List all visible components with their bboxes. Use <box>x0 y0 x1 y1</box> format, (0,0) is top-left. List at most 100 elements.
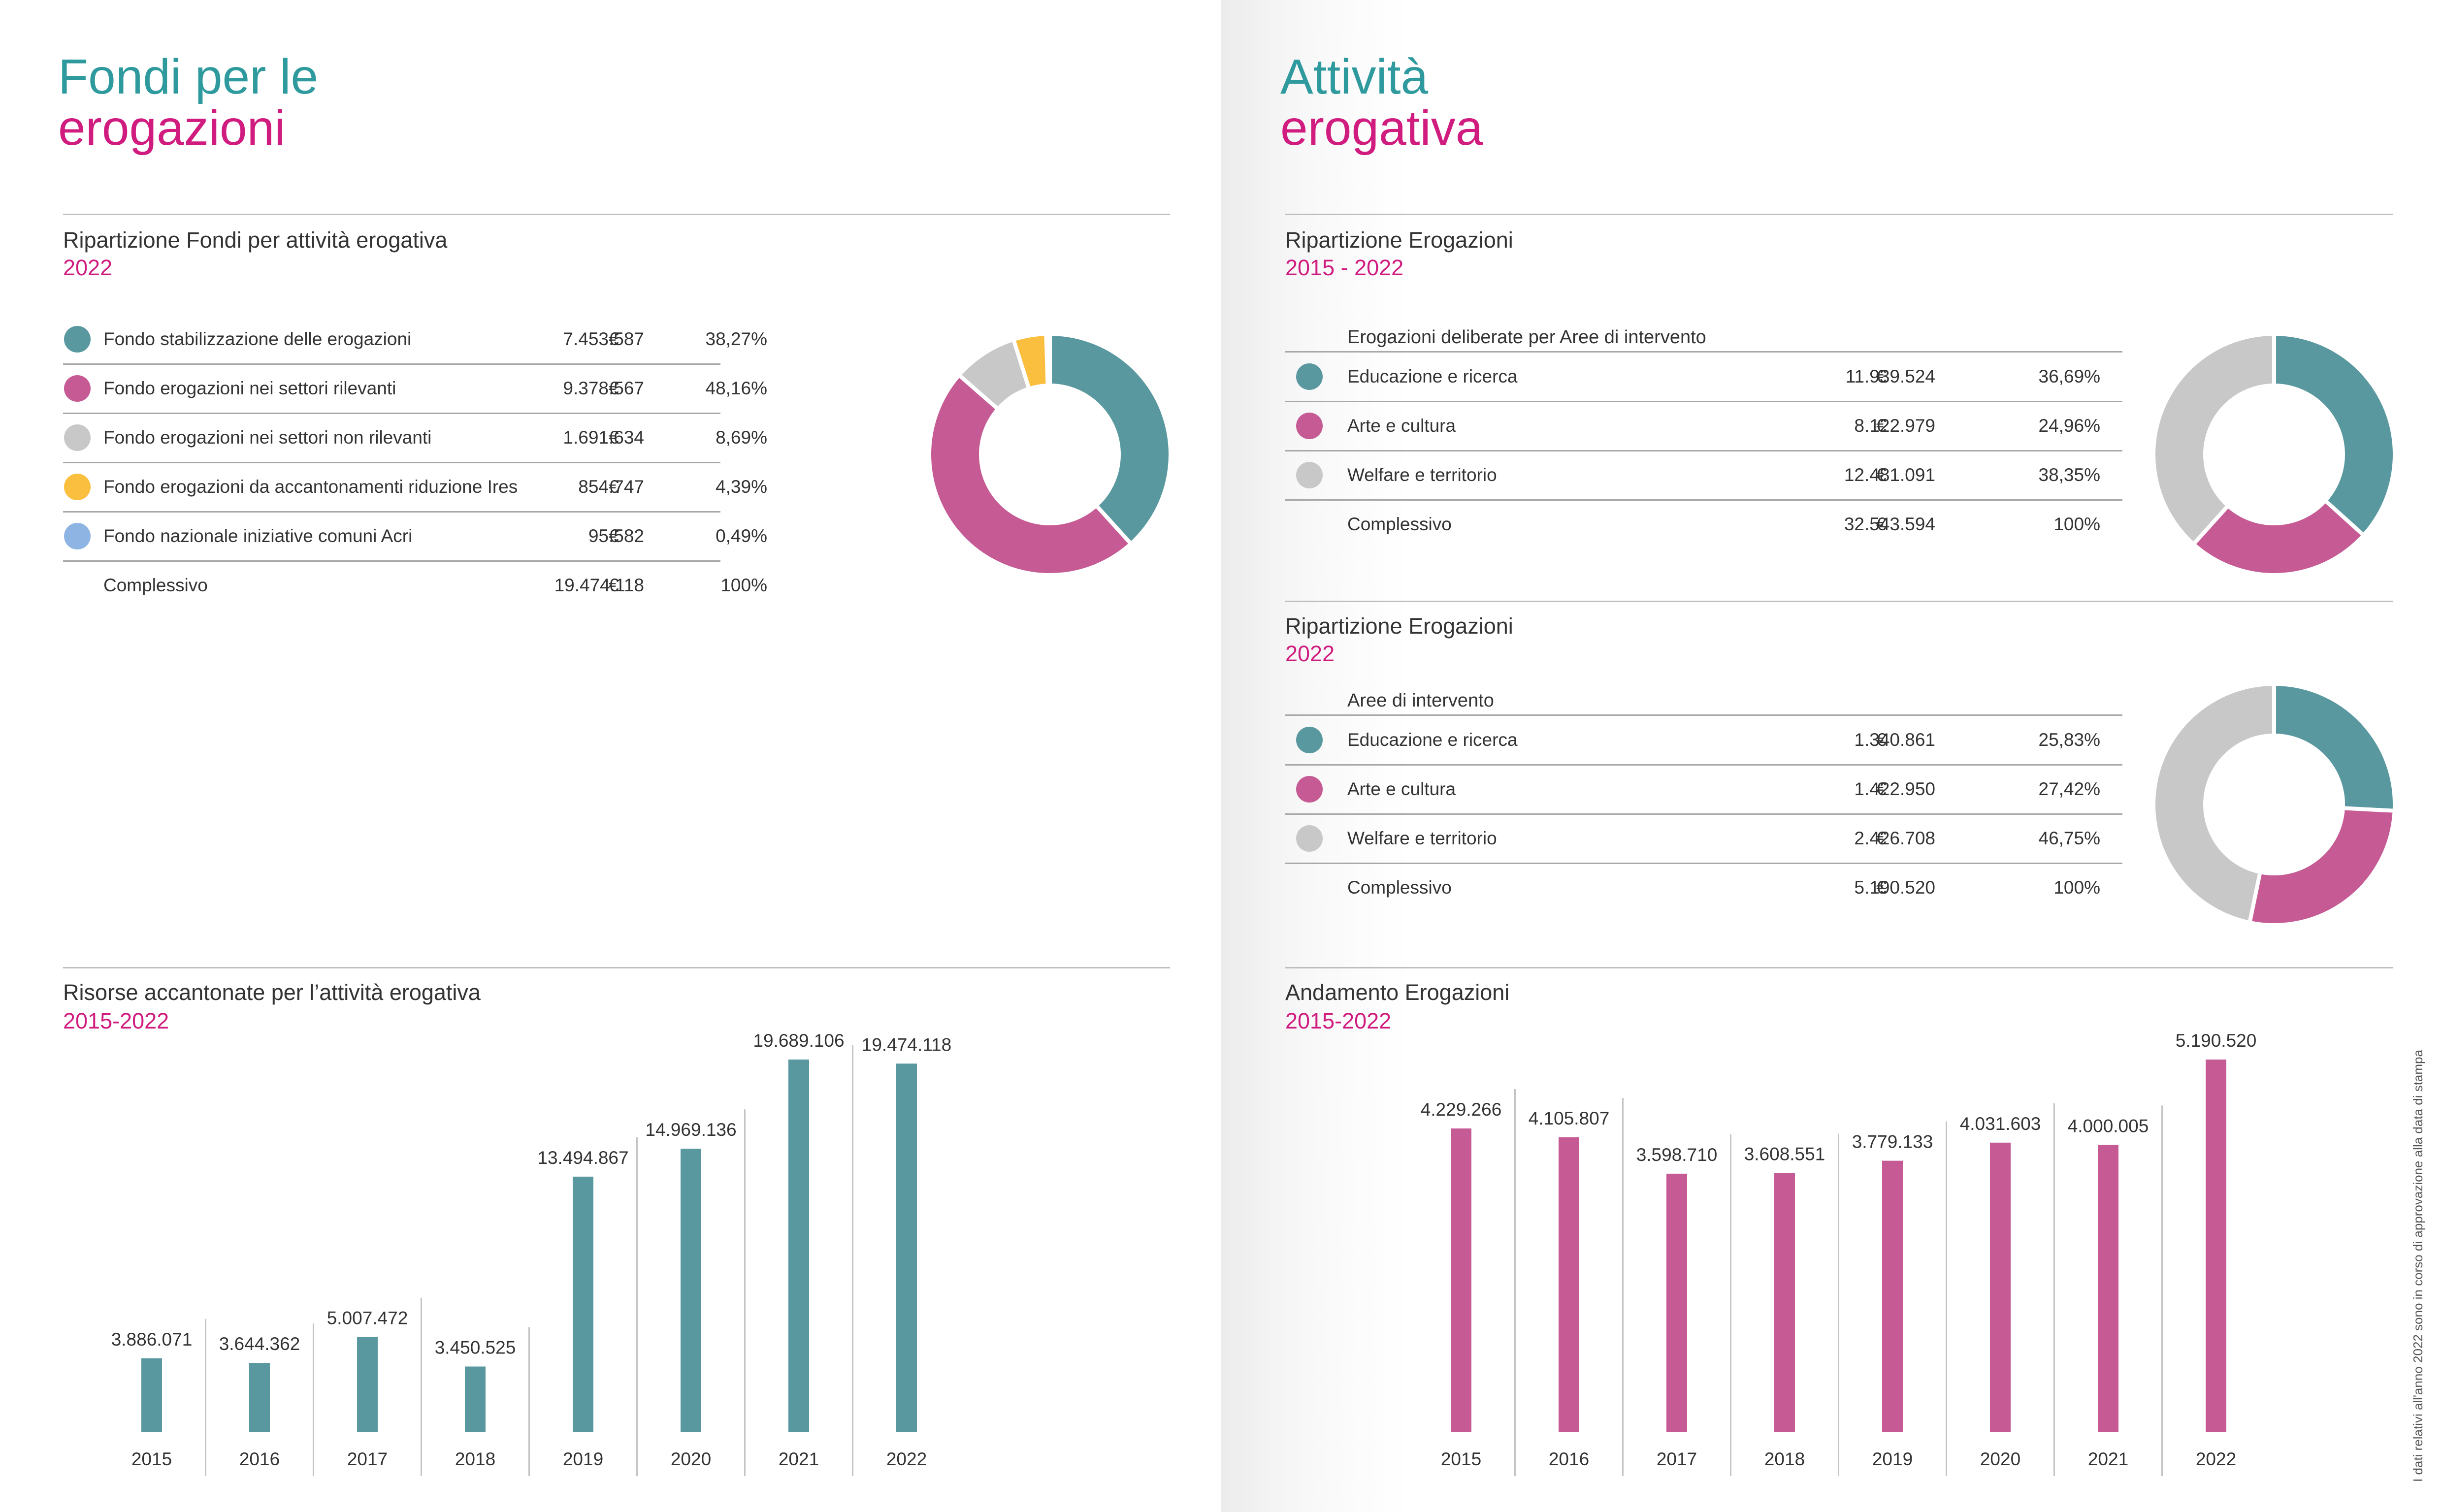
risorse-title: Risorse accantonate per l’attività eroga… <box>63 980 481 1005</box>
table-row: Welfare e territorio 12.481.091 € 38,35% <box>1285 451 2122 501</box>
x-tick-label: 2020 <box>1980 1449 2020 1469</box>
row-percent: 36,69% <box>2038 366 2101 386</box>
risorse-subtitle: 2015-2022 <box>63 1008 169 1033</box>
row-percent: 24,96% <box>2038 416 2101 436</box>
bar-value-label: 4.000.005 <box>2068 1116 2149 1136</box>
row-currency: € <box>1876 730 1887 750</box>
row-currency: € <box>609 427 619 448</box>
right-heading-line1: Attività <box>1280 49 1429 104</box>
row-currency: € <box>609 477 619 497</box>
row-label: Welfare e territorio <box>1347 465 1497 485</box>
row-value: 32.543.594 <box>1844 514 1935 534</box>
row-percent: 100% <box>2053 514 2100 534</box>
row-currency: € <box>1876 877 1887 898</box>
erog-2022-donut-chart <box>2151 681 2397 927</box>
row-currency: € <box>1876 514 1887 534</box>
row-currency: € <box>1876 366 1887 386</box>
bar <box>141 1358 162 1432</box>
table-caption: Aree di intervento <box>1347 690 1494 711</box>
x-tick-label: 2015 <box>131 1449 172 1469</box>
bar <box>1990 1142 2011 1432</box>
row-percent: 48,16% <box>705 378 768 398</box>
bar-value-label: 4.031.603 <box>1960 1114 2041 1134</box>
row-value: 1.340.861 <box>1854 730 1935 750</box>
bar <box>1666 1173 1687 1432</box>
row-currency: € <box>1876 465 1887 485</box>
table-row: Fondo erogazioni nei settori rilevanti 9… <box>63 364 767 414</box>
x-tick-label: 2021 <box>2088 1449 2128 1469</box>
x-tick-label: 2015 <box>1441 1449 1481 1469</box>
bar-value-label: 3.779.133 <box>1852 1132 1933 1152</box>
andamento-title: Andamento Erogazioni <box>1285 980 1510 1005</box>
erog-1522-donut-chart <box>2151 331 2397 577</box>
row-label: Complessivo <box>1347 514 1452 534</box>
table-row: Fondo nazionale iniziative comuni Acri 9… <box>63 512 767 562</box>
right-page-background <box>1221 0 2443 1512</box>
table-row: Educazione e ricerca 11.939.524 € 36,69% <box>1285 353 2122 402</box>
legend-swatch <box>1296 413 1323 439</box>
row-value: 5.190.520 <box>1854 877 1935 898</box>
row-label: Complessivo <box>103 575 208 595</box>
bar-value-label: 5.190.520 <box>2176 1030 2257 1051</box>
bar-value-label: 13.494.867 <box>537 1148 628 1168</box>
bar <box>788 1060 809 1432</box>
left-heading-line1: Fondi per le <box>58 49 319 104</box>
bar <box>2206 1060 2226 1432</box>
x-tick-label: 2022 <box>886 1449 927 1469</box>
table-total-row: Complessivo 32.543.594 € 100% <box>1285 500 2122 548</box>
bar-value-label: 3.608.551 <box>1744 1144 1825 1164</box>
donut-slice <box>927 372 1134 577</box>
bar <box>1774 1173 1795 1432</box>
left-heading-line2: erogazioni <box>58 100 286 156</box>
row-value: 95.582 <box>588 526 644 546</box>
bar-value-label: 19.689.106 <box>753 1030 844 1051</box>
left-page-heading: Fondi per le erogazioni <box>58 51 318 154</box>
x-tick-label: 2018 <box>455 1449 495 1469</box>
row-label: Complessivo <box>1347 877 1452 898</box>
row-currency: € <box>609 329 619 349</box>
row-label: Fondo nazionale iniziative comuni Acri <box>103 526 413 546</box>
legend-swatch <box>1296 825 1323 852</box>
row-label: Arte e cultura <box>1347 779 1456 799</box>
table-total-row: Complessivo 19.474.118 € 100% <box>63 561 767 610</box>
x-tick-label: 2019 <box>1872 1449 1913 1469</box>
bar-value-label: 14.969.136 <box>645 1120 736 1140</box>
row-currency: € <box>1876 779 1887 799</box>
bar-value-label: 3.598.710 <box>1636 1145 1718 1165</box>
row-currency: € <box>1876 828 1887 848</box>
x-tick-label: 2017 <box>347 1449 388 1469</box>
row-value: 7.453.587 <box>563 329 644 349</box>
x-tick-label: 2022 <box>2196 1449 2236 1469</box>
row-currency: € <box>609 378 619 398</box>
legend-swatch <box>64 424 91 451</box>
erog-2022-subtitle: 2022 <box>1285 641 1335 666</box>
bar <box>896 1063 917 1432</box>
bar-value-label: 3.644.362 <box>219 1334 300 1354</box>
fondi-title: Ripartizione Fondi per attività erogativ… <box>63 227 448 253</box>
donut-slice <box>1048 331 1173 547</box>
right-heading-line2: erogativa <box>1280 100 1483 156</box>
row-value: 2.426.708 <box>1854 828 1935 848</box>
table-row: Fondo stabilizzazione delle erogazioni 7… <box>63 315 767 365</box>
x-tick-label: 2016 <box>1549 1449 1589 1469</box>
donut-slice <box>2151 331 2276 547</box>
row-label: Fondo erogazioni da accantonamenti riduz… <box>103 477 518 497</box>
row-label: Educazione e ricerca <box>1347 730 1518 750</box>
bar <box>1451 1128 1471 1432</box>
row-percent: 25,83% <box>2038 730 2101 750</box>
x-tick-label: 2018 <box>1764 1449 1805 1469</box>
x-tick-label: 2016 <box>239 1449 280 1469</box>
donut-slice <box>2151 681 2276 925</box>
bar <box>1559 1137 1579 1432</box>
row-percent: 27,42% <box>2038 779 2101 799</box>
x-tick-label: 2019 <box>563 1449 603 1469</box>
row-value: 1.422.950 <box>1854 779 1935 799</box>
row-label: Arte e cultura <box>1347 416 1456 436</box>
bar-value-label: 4.229.266 <box>1421 1099 1502 1120</box>
row-value: 19.474.118 <box>554 575 644 595</box>
table-row: Welfare e territorio 2.426.708 € 46,75% <box>1285 814 2122 864</box>
section-divider <box>1285 967 2393 968</box>
table-total-row: Complessivo 5.190.520 € 100% <box>1285 864 2122 912</box>
